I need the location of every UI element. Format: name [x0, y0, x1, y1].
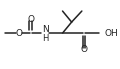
- Text: O: O: [27, 15, 34, 24]
- Text: H: H: [42, 34, 49, 43]
- Text: O: O: [81, 45, 88, 54]
- Text: OH: OH: [105, 29, 118, 38]
- Text: O: O: [16, 29, 23, 38]
- Text: N: N: [42, 25, 49, 34]
